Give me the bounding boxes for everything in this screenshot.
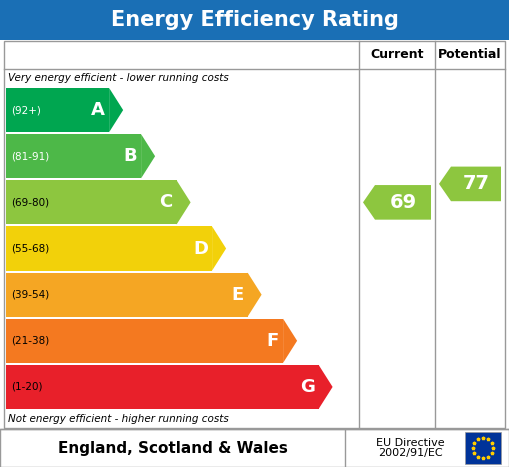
- Text: E: E: [232, 286, 244, 304]
- Text: (39-54): (39-54): [11, 290, 49, 300]
- Polygon shape: [177, 180, 190, 225]
- Text: Energy Efficiency Rating: Energy Efficiency Rating: [110, 10, 399, 30]
- Text: (1-20): (1-20): [11, 382, 42, 392]
- Polygon shape: [247, 273, 262, 317]
- Text: 2002/91/EC: 2002/91/EC: [378, 448, 442, 458]
- Text: EU Directive: EU Directive: [376, 438, 444, 448]
- Bar: [6, 318, 283, 363]
- Bar: [4, 41, 505, 428]
- Bar: [6, 88, 109, 132]
- Bar: [0, 0, 509, 40]
- Polygon shape: [283, 318, 297, 363]
- Text: Not energy efficient - higher running costs: Not energy efficient - higher running co…: [8, 414, 229, 424]
- Text: Potential: Potential: [438, 49, 502, 62]
- Text: Very energy efficient - lower running costs: Very energy efficient - lower running co…: [8, 73, 229, 83]
- Text: D: D: [193, 240, 208, 257]
- Text: (92+): (92+): [11, 105, 41, 115]
- Bar: [6, 180, 177, 225]
- Text: Current: Current: [370, 49, 424, 62]
- Polygon shape: [141, 134, 155, 178]
- Text: (81-91): (81-91): [11, 151, 49, 161]
- Text: 69: 69: [389, 193, 416, 212]
- Bar: [6, 134, 141, 178]
- Bar: [6, 365, 319, 409]
- Bar: [6, 226, 212, 270]
- Text: C: C: [159, 193, 173, 212]
- Bar: [465, 432, 501, 464]
- Text: A: A: [91, 101, 105, 119]
- Bar: [6, 273, 247, 317]
- Polygon shape: [319, 365, 332, 409]
- Bar: [0, 429, 509, 467]
- Text: G: G: [300, 378, 315, 396]
- Polygon shape: [439, 167, 501, 201]
- Text: B: B: [124, 147, 137, 165]
- Text: (21-38): (21-38): [11, 336, 49, 346]
- Polygon shape: [212, 226, 226, 270]
- Text: (55-68): (55-68): [11, 243, 49, 254]
- Text: England, Scotland & Wales: England, Scotland & Wales: [58, 440, 288, 455]
- Text: (69-80): (69-80): [11, 198, 49, 207]
- Polygon shape: [109, 88, 123, 132]
- Text: F: F: [267, 332, 279, 350]
- Text: 77: 77: [463, 174, 490, 193]
- Polygon shape: [363, 185, 431, 219]
